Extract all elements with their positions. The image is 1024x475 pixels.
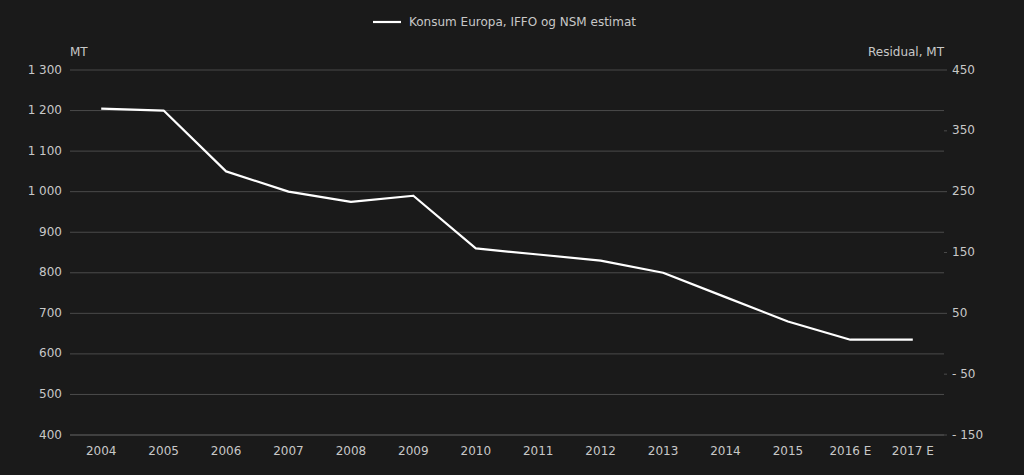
grid-line xyxy=(70,394,944,395)
y2-tick-label: 350 xyxy=(952,123,975,137)
y-tick-label: 500 xyxy=(39,387,62,401)
x-tick-label: 2013 xyxy=(648,444,679,458)
grid-line xyxy=(70,110,944,111)
y-tick-label: 400 xyxy=(39,428,62,442)
y-tick-label: 1 300 xyxy=(28,63,62,77)
x-tick-label: 2009 xyxy=(398,444,429,458)
legend: Konsum Europa, IFFO og NSM estimat xyxy=(373,15,636,29)
x-tick-label: 2017 E xyxy=(892,444,934,458)
x-tick-label: 2010 xyxy=(461,444,492,458)
legend-label: Konsum Europa, IFFO og NSM estimat xyxy=(409,15,636,29)
grid-line xyxy=(70,353,944,354)
x-tick-label: 2004 xyxy=(86,444,117,458)
x-axis-line xyxy=(70,435,944,436)
y2-tick xyxy=(944,70,947,71)
y2-tick xyxy=(944,191,947,192)
y-tick-label: 900 xyxy=(39,225,62,239)
plot-area xyxy=(101,109,913,340)
background xyxy=(0,0,1024,475)
y2-tick xyxy=(944,130,947,131)
grid-line xyxy=(70,70,944,71)
y2-tick-label: - 50 xyxy=(952,367,975,381)
y2-tick xyxy=(944,374,947,375)
grid-line xyxy=(70,313,944,314)
x-tick-label: 2011 xyxy=(523,444,554,458)
y2-axis-title: Residual, MT xyxy=(868,45,945,59)
y-tick-label: 1 000 xyxy=(28,184,62,198)
x-tick-label: 2016 E xyxy=(829,444,871,458)
x-tick-label: 2008 xyxy=(336,444,367,458)
grid-line xyxy=(70,232,944,233)
y2-tick xyxy=(944,252,947,253)
y-tick-label: 1 200 xyxy=(28,103,62,117)
x-tick-label: 2012 xyxy=(585,444,616,458)
y2-tick-label: 250 xyxy=(952,184,975,198)
chart: 400 500 600 700 800 900 1 000 1 100 1 200 1 300 - … xyxy=(0,0,1024,475)
x-tick-label: 2015 xyxy=(773,444,804,458)
grid-line xyxy=(70,272,944,273)
y2-tick xyxy=(944,313,947,314)
y2-tick-label: 150 xyxy=(952,245,975,259)
x-tick-label: 2006 xyxy=(211,444,242,458)
line xyxy=(101,109,913,340)
grid-line xyxy=(70,191,944,192)
y-tick-label: 600 xyxy=(39,346,62,360)
x-tick-label: 2005 xyxy=(148,444,179,458)
y2-tick xyxy=(944,435,947,436)
axes: 400 500 600 700 800 900 1 000 1 100 1 200 1 300 - … xyxy=(28,63,983,459)
y2-tick-label: 450 xyxy=(952,63,975,77)
x-tick-label: 2014 xyxy=(710,444,741,458)
y-axis-title: MT xyxy=(70,45,88,59)
grid-line xyxy=(70,151,944,152)
y-tick-label: 700 xyxy=(39,306,62,320)
grid-line xyxy=(70,435,944,436)
legend-swatch xyxy=(373,21,401,23)
y-tick-label: 800 xyxy=(39,265,62,279)
y2-tick-label: 50 xyxy=(952,306,967,320)
x-tick-label: 2007 xyxy=(273,444,304,458)
y2-tick-label: - 150 xyxy=(952,428,983,442)
y-tick-label: 1 100 xyxy=(28,144,62,158)
